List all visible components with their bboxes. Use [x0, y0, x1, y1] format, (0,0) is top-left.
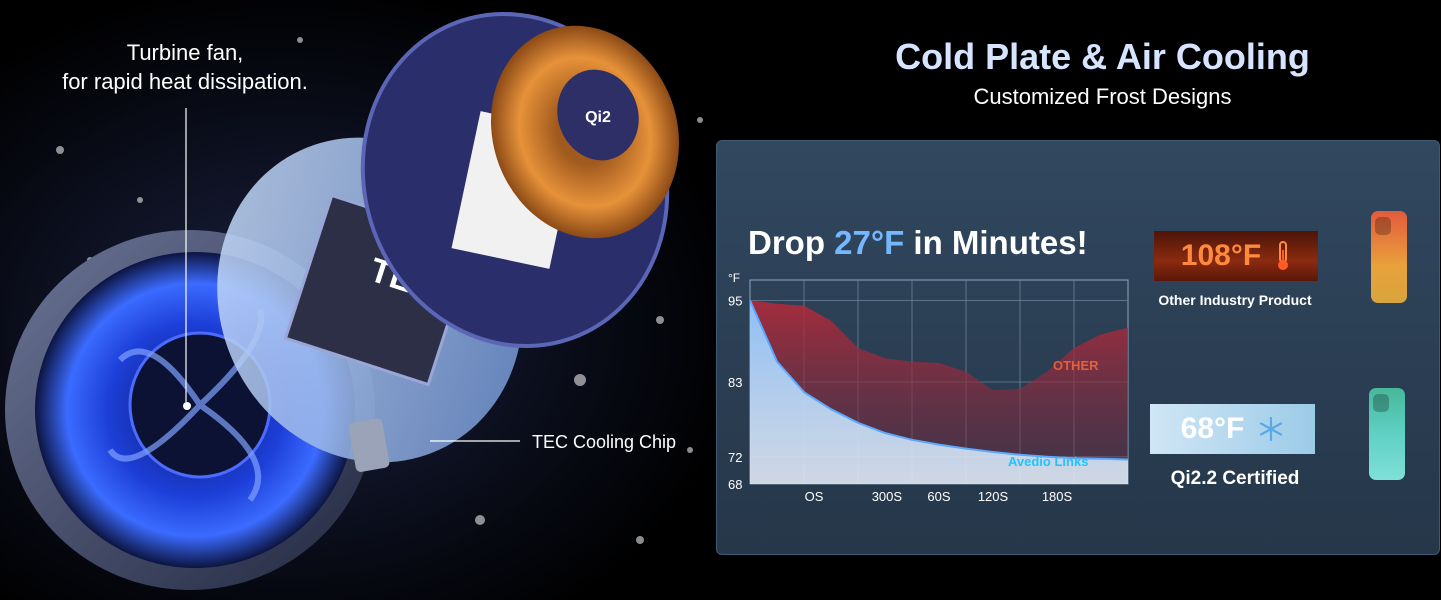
fan-annotation-line2: for rapid heat dissipation. — [62, 69, 308, 94]
cold-temp-value: 68°F — [1180, 412, 1245, 445]
x-tick-label: 180S — [1042, 489, 1073, 504]
cold-badge-caption: Qi2.2 Certified — [1170, 468, 1300, 489]
y-tick-label: 95 — [728, 293, 742, 308]
y-axis-label: °F — [728, 271, 740, 285]
temperature-chart: 68 72 83 95 OS 300S 60S 120S 180S °F OTHER Aved… — [728, 271, 1129, 504]
avedio-series-line — [749, 299, 1129, 461]
y-tick-label: 83 — [728, 375, 742, 390]
x-tick-label: OS — [805, 489, 824, 504]
product-illustration: TEC Qi2 — [0, 0, 720, 600]
chart-headline: Drop 27°F in Minutes! — [748, 224, 1088, 262]
qi-logo: Qi2 — [585, 109, 611, 126]
particles — [56, 37, 703, 544]
hot-temp-badge: 108°F — [1154, 231, 1318, 281]
tec-annotation: TEC Cooling Chip — [532, 432, 677, 452]
headline-suffix: in Minutes! — [904, 224, 1088, 261]
x-tick-label: 60S — [927, 489, 950, 504]
y-axis-ticks: 68 72 83 95 — [728, 293, 742, 492]
headline-accent: 27°F — [834, 224, 905, 261]
avedio-series-area — [750, 300, 1128, 484]
page-title: Cold Plate & Air Cooling — [895, 36, 1310, 77]
snowflake-icon — [1260, 416, 1283, 442]
hot-badge-caption: Other Industry Product — [1158, 292, 1312, 308]
other-series-label: OTHER — [1053, 358, 1099, 373]
page-subtitle: Customized Frost Designs — [973, 84, 1232, 109]
fan-annotation: Turbine fan, for rapid heat dissipation. — [20, 38, 350, 96]
fan-annotation-line1: Turbine fan, — [126, 40, 244, 65]
x-axis-ticks: OS 300S 60S 120S 180S — [805, 489, 1073, 504]
avedio-series-label: Avedio Links — [1008, 454, 1088, 469]
thermometer-icon — [1278, 241, 1289, 270]
y-tick-label: 68 — [728, 477, 742, 492]
charging-coil: Qi2 — [360, 12, 680, 348]
cold-temp-badge: 68°F — [1150, 404, 1315, 454]
x-tick-label: 120S — [978, 489, 1009, 504]
y-tick-label: 72 — [728, 450, 742, 465]
phone-hot-illustration — [1371, 211, 1407, 303]
hot-temp-value: 108°F — [1180, 239, 1262, 272]
phone-cold-illustration — [1369, 388, 1405, 480]
headline-prefix: Drop — [748, 224, 835, 261]
exploded-view-graphic: TEC Qi2 — [5, 12, 703, 590]
x-tick-label: 300S — [872, 489, 903, 504]
